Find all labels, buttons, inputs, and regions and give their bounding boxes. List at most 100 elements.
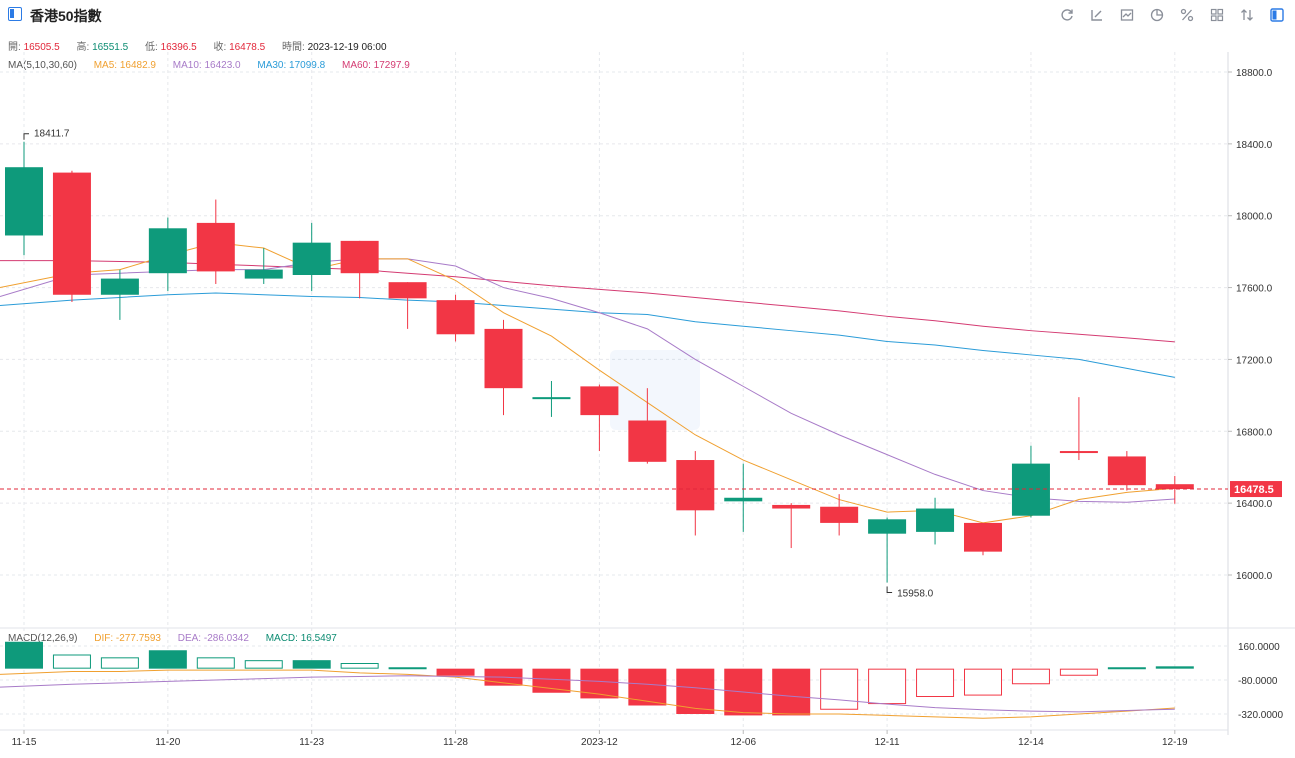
candle-body bbox=[676, 460, 715, 511]
low-label: 低: bbox=[145, 42, 158, 53]
macd-bar bbox=[772, 668, 811, 716]
candle-body bbox=[964, 522, 1002, 552]
price-tick-label: 16400.0 bbox=[1236, 499, 1273, 510]
candle-body bbox=[580, 386, 619, 416]
candle-body bbox=[244, 269, 283, 279]
index-logo-icon bbox=[8, 7, 22, 21]
macd-tick-label: -320.0000 bbox=[1238, 710, 1283, 721]
time-tick-label: 2023-12 bbox=[581, 737, 618, 748]
chart-type-icon[interactable] bbox=[1117, 5, 1137, 25]
pie-icon[interactable] bbox=[1147, 5, 1167, 25]
ma10-line bbox=[0, 258, 1175, 503]
candle-body bbox=[916, 508, 955, 532]
time-tick-label: 12-14 bbox=[1018, 737, 1044, 748]
macd-bar bbox=[1059, 668, 1098, 676]
open-value: 16505.5 bbox=[23, 42, 60, 53]
macd-bar bbox=[916, 668, 955, 698]
candle-body bbox=[820, 506, 859, 523]
price-tick-label: 17600.0 bbox=[1236, 284, 1273, 295]
price-tick-label: 16000.0 bbox=[1236, 571, 1273, 582]
dea-legend: DEA: -286.0342 bbox=[177, 633, 249, 644]
macd-bar bbox=[676, 668, 715, 714]
percent-icon[interactable] bbox=[1177, 5, 1197, 25]
candle-body bbox=[868, 519, 907, 534]
macd-legend-label: MACD(12,26,9) bbox=[8, 633, 78, 644]
macd-bar bbox=[1155, 666, 1194, 669]
min-price-label: 15958.0 bbox=[897, 589, 934, 600]
candle-body bbox=[532, 397, 571, 400]
candle-body bbox=[724, 497, 763, 502]
candle-body bbox=[292, 242, 331, 275]
ma30-line bbox=[0, 292, 1175, 378]
sidebar-icon[interactable] bbox=[1267, 5, 1287, 25]
header-bar: 香港50指數 bbox=[0, 0, 1295, 30]
watermark-logo bbox=[610, 350, 700, 430]
candle-body bbox=[1059, 451, 1098, 454]
grid-icon[interactable] bbox=[1207, 5, 1227, 25]
time-tick-label: 11-23 bbox=[299, 737, 324, 748]
candle-body bbox=[148, 228, 187, 274]
macd-bar bbox=[580, 668, 619, 699]
price-tick-label: 16800.0 bbox=[1236, 427, 1273, 438]
high-label: 高: bbox=[76, 42, 90, 53]
compare-icon[interactable] bbox=[1237, 5, 1257, 25]
draw-icon[interactable] bbox=[1087, 5, 1107, 25]
macd-tick-label: 160.0000 bbox=[1238, 642, 1280, 653]
macd-bar bbox=[820, 668, 859, 710]
watermark-shape bbox=[610, 350, 700, 430]
candle-body bbox=[1107, 456, 1146, 486]
macd-legend: MACD(12,26,9) DIF: -277.7593 DEA: -286.0… bbox=[8, 633, 337, 644]
candle-body bbox=[436, 300, 475, 335]
candle-body bbox=[388, 282, 427, 299]
time-value: 2023-12-19 06:00 bbox=[307, 42, 387, 53]
price-tick-label: 18400.0 bbox=[1236, 140, 1273, 151]
dea-line bbox=[0, 675, 1175, 713]
close-label: 收: bbox=[213, 42, 227, 53]
price-tick-label: 18000.0 bbox=[1236, 212, 1273, 223]
candle-body bbox=[1155, 484, 1194, 490]
candle-body bbox=[196, 222, 235, 272]
max-marker bbox=[23, 133, 29, 140]
candle-body bbox=[1011, 463, 1050, 516]
time-tick-label: 12-19 bbox=[1162, 737, 1188, 748]
ma5-legend: MA5: 16482.9 bbox=[93, 60, 156, 71]
macd-tick-label: -80.0000 bbox=[1238, 676, 1278, 687]
macd-bar bbox=[148, 650, 187, 669]
macd-bar bbox=[964, 668, 1002, 696]
macd-value-legend: MACD: 16.5497 bbox=[265, 633, 337, 644]
dif-legend: DIF: -277.7593 bbox=[94, 633, 161, 644]
price-tick-label: 18800.0 bbox=[1236, 68, 1273, 79]
price-tick-label: 17200.0 bbox=[1236, 355, 1273, 366]
dif-line bbox=[0, 669, 1175, 719]
ma-legend: MA(5,10,30,60) MA5: 16482.9 MA10: 16423.… bbox=[8, 60, 410, 71]
time-tick-label: 12-06 bbox=[730, 737, 756, 748]
refresh-icon[interactable] bbox=[1057, 5, 1077, 25]
macd-bar bbox=[244, 660, 283, 669]
last-price-tag bbox=[1230, 481, 1282, 498]
close-value: 16478.5 bbox=[229, 42, 266, 53]
macd-bar bbox=[388, 667, 427, 670]
macd-bar bbox=[100, 657, 139, 669]
last-price-label: 16478.5 bbox=[1234, 484, 1274, 496]
macd-bar bbox=[868, 668, 907, 705]
min-marker bbox=[886, 586, 893, 594]
ma60-legend: MA60: 17297.9 bbox=[341, 60, 410, 71]
time-tick-label: 11-15 bbox=[12, 737, 37, 748]
candle-body bbox=[772, 504, 811, 509]
candle-body bbox=[52, 172, 91, 295]
macd-bar bbox=[52, 654, 91, 669]
ohlc-readout: 開: 16505.5 高: 16551.5 低: 16396.5 收: 1647… bbox=[8, 38, 387, 53]
open-label: 開: bbox=[8, 42, 21, 53]
candle-body bbox=[340, 240, 379, 274]
toolbar bbox=[1057, 5, 1287, 25]
high-value: 16551.5 bbox=[92, 42, 129, 53]
candle-body bbox=[5, 167, 43, 236]
candle-body bbox=[484, 328, 523, 389]
macd-bar bbox=[5, 641, 43, 669]
ma30-legend: MA30: 17099.8 bbox=[257, 60, 326, 71]
macd-bar bbox=[196, 657, 235, 669]
macd-bar bbox=[1107, 667, 1146, 670]
candle-body bbox=[628, 420, 667, 462]
